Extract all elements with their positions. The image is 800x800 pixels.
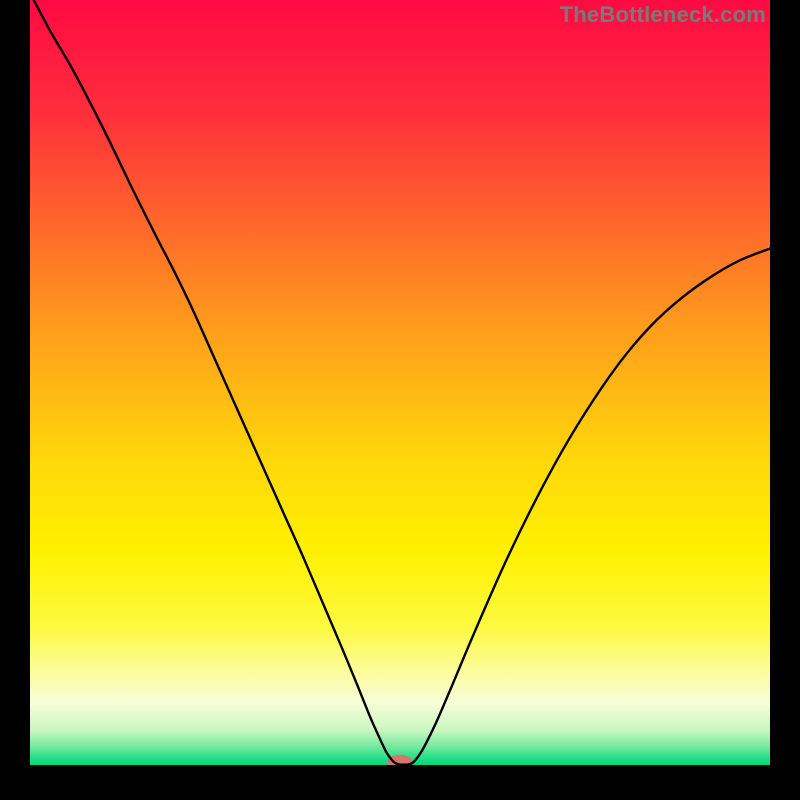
watermark-label: TheBottleneck.com [560,2,766,28]
frame-left [0,0,30,800]
frame-right [770,0,800,800]
bottleneck-curve [30,0,770,765]
plot-area [30,0,770,765]
frame-bottom [0,765,800,800]
